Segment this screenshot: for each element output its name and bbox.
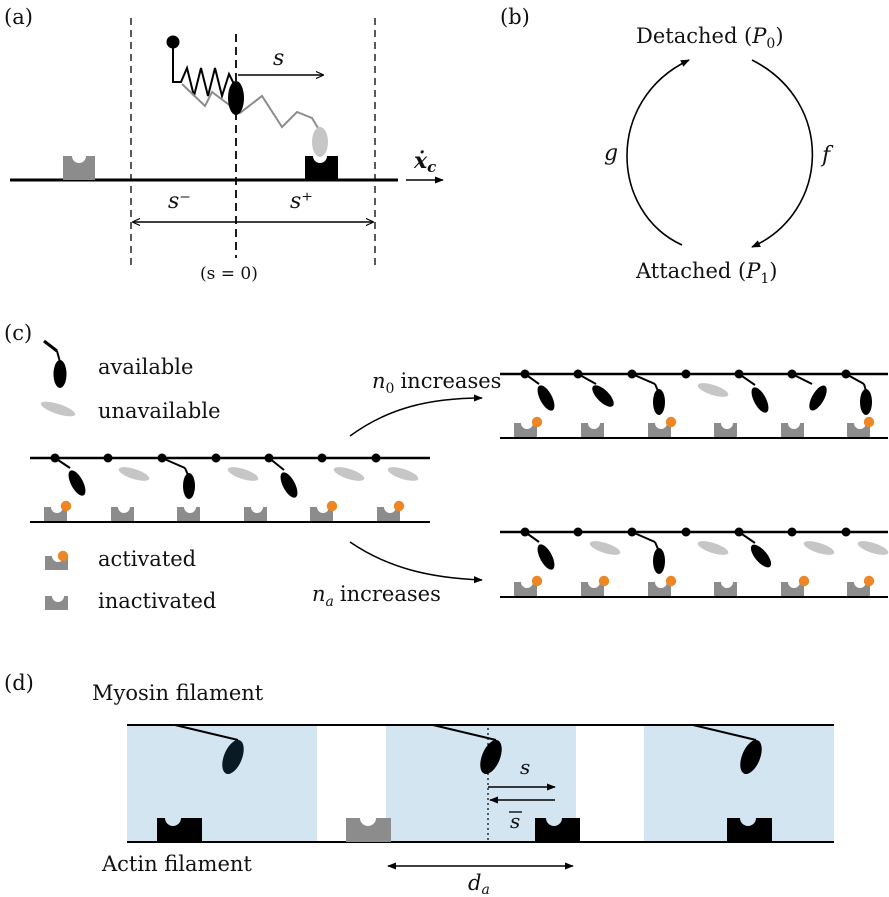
legend-inactivated: inactivated [98, 589, 216, 613]
panel-d: (d) Myosin filament s s Actin filament d [4, 671, 834, 897]
s-plus-label: s⁺ [290, 189, 313, 214]
s-minus-label: s⁻ [168, 189, 191, 214]
velocity-label: ẋc [413, 148, 436, 176]
s-bar-label: s [510, 809, 520, 833]
filament-row-n0 [500, 369, 888, 439]
legend-unavailable-icon [40, 401, 76, 417]
actin-site-3 [535, 818, 580, 842]
panel-b: (b) Detached (P0) Attached (P1) g f [500, 5, 834, 287]
spring-gray [181, 83, 319, 129]
origin-label: (s = 0) [200, 264, 258, 284]
s-arrow-label: s [273, 46, 284, 71]
legend-unavailable: unavailable [98, 399, 221, 423]
panel-c: (c) available unavailable activated inac… [4, 321, 889, 613]
panel-c-label: (c) [4, 321, 32, 345]
binding-site-gray [63, 156, 95, 180]
head-2 [480, 739, 502, 775]
myosin-head-black [228, 81, 244, 115]
rate-label-g: g [604, 141, 618, 166]
head-arm-1 [174, 724, 239, 741]
da-label: da [468, 871, 490, 897]
shade-region-1 [127, 725, 317, 842]
filament-row-base [30, 453, 430, 523]
actin-site-2 [346, 818, 391, 842]
panel-d-label: (d) [4, 671, 34, 695]
binding-site-black [305, 156, 338, 180]
rate-arc-g [626, 59, 690, 246]
rate-arc-f [751, 59, 814, 248]
n0-increases-label: n0 increases [372, 369, 501, 397]
actin-site-1 [157, 818, 202, 842]
detached-state-label: Detached (P0) [636, 24, 784, 52]
attached-state-label: Attached (P1) [635, 259, 778, 287]
filament-row-na [500, 527, 889, 598]
head-arm-3 [692, 724, 757, 741]
myosin-head-gray [312, 127, 328, 157]
head-3 [740, 739, 762, 775]
head-arm-2 [432, 724, 497, 741]
arrow-n0-increases [349, 394, 483, 437]
na-increases-label: na increases [312, 582, 441, 610]
head-1 [222, 739, 244, 775]
legend-activated: activated [98, 547, 196, 571]
panel-a-label: (a) [4, 5, 33, 29]
legend-available: available [98, 355, 193, 379]
legend-available-icon [43, 339, 67, 388]
legend-activated-icon [45, 550, 69, 570]
arrow-na-increases [349, 541, 483, 584]
actin-site-4 [727, 818, 772, 842]
legend-inactivated-icon [45, 596, 68, 610]
s-label-d: s [520, 755, 530, 779]
spring-black [172, 42, 235, 100]
myosin-filament-label: Myosin filament [92, 681, 264, 705]
panel-b-label: (b) [500, 5, 530, 29]
panel-a: (a) s ẋc s⁻ s⁺ (s = 0) [4, 5, 444, 284]
actin-filament-label: Actin filament [101, 852, 252, 876]
rate-label-f: f [820, 143, 834, 168]
